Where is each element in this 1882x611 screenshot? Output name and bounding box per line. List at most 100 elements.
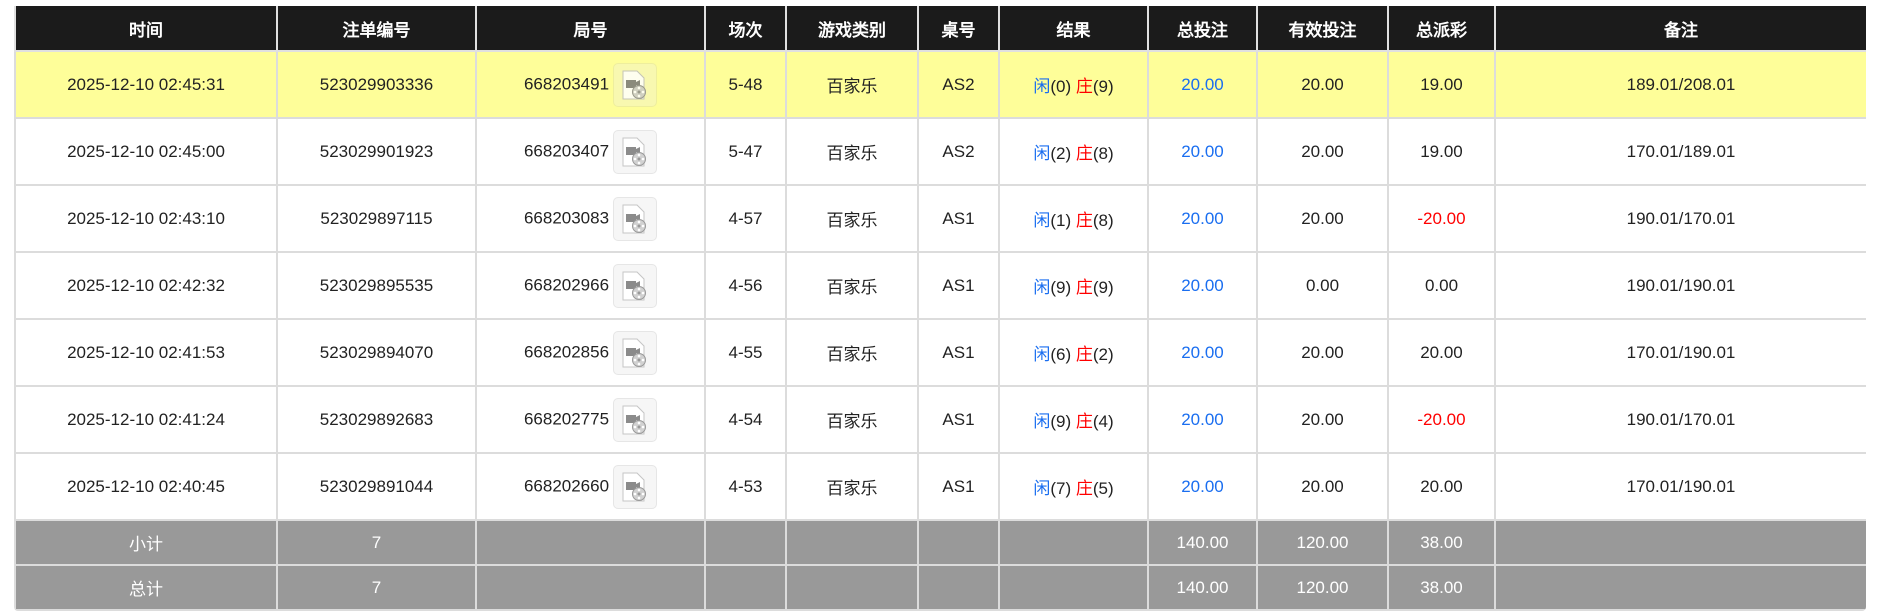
table-row: 2025-12-10 02:45:31 523029903336 6682034… — [14, 50, 1866, 119]
session-cell: 5-48 — [704, 50, 787, 119]
game-type-cell: 百家乐 — [785, 251, 919, 320]
empty-cell — [704, 519, 787, 566]
banker-label: 庄 — [1075, 412, 1093, 431]
game-type-cell: 百家乐 — [785, 318, 919, 387]
table-no-cell: AS1 — [917, 184, 1000, 253]
column-header-valid-bet[interactable]: 有效投注 — [1256, 6, 1389, 52]
note-cell: 190.01/190.01 — [1494, 251, 1866, 320]
column-header-time[interactable]: 时间 — [14, 6, 278, 52]
game-type-cell: 百家乐 — [785, 452, 919, 521]
game-type-cell: 百家乐 — [785, 184, 919, 253]
video-replay-icon[interactable] — [613, 129, 658, 174]
player-score: (9) — [1050, 278, 1072, 297]
summary-label: 总计 — [14, 564, 278, 611]
player-label: 闲 — [1033, 211, 1051, 230]
round-number: 668202856 — [523, 341, 610, 361]
time-cell: 2025-12-10 02:40:45 — [14, 452, 278, 521]
table-row: 2025-12-10 02:42:32 523029895535 6682029… — [14, 251, 1866, 320]
video-replay-icon[interactable] — [613, 62, 658, 107]
payout-cell: 0.00 — [1387, 251, 1496, 320]
empty-cell — [998, 564, 1149, 611]
round-number: 668203083 — [523, 207, 610, 227]
player-label: 闲 — [1033, 144, 1051, 163]
video-replay-icon[interactable] — [613, 397, 658, 442]
player-label: 闲 — [1033, 345, 1051, 364]
total-bet-cell[interactable]: 20.00 — [1147, 50, 1258, 119]
session-cell: 4-54 — [704, 385, 787, 454]
summary-count: 7 — [276, 519, 477, 566]
video-replay-icon[interactable] — [613, 263, 658, 308]
session-cell: 4-55 — [704, 318, 787, 387]
table-no-cell: AS1 — [917, 251, 1000, 320]
round-number: 668202660 — [523, 475, 610, 495]
column-header-table-no[interactable]: 桌号 — [917, 6, 1000, 52]
summary-payout: 38.00 — [1387, 519, 1496, 566]
total-bet-cell[interactable]: 20.00 — [1147, 117, 1258, 186]
video-replay-icon[interactable] — [613, 196, 658, 241]
empty-cell — [917, 519, 1000, 566]
column-header-result[interactable]: 结果 — [998, 6, 1149, 52]
valid-bet-cell: 20.00 — [1256, 385, 1389, 454]
summary-label: 小计 — [14, 519, 278, 566]
total-bet-cell[interactable]: 20.00 — [1147, 251, 1258, 320]
table-row: 2025-12-10 02:43:10 523029897115 6682030… — [14, 184, 1866, 253]
round-cell: 668203083 — [475, 184, 706, 253]
valid-bet-cell: 20.00 — [1256, 452, 1389, 521]
bet-id-cell: 523029892683 — [276, 385, 477, 454]
banker-label: 庄 — [1075, 77, 1093, 96]
player-label: 闲 — [1033, 479, 1051, 498]
session-cell: 4-56 — [704, 251, 787, 320]
round-number: 668202966 — [523, 274, 610, 294]
round-cell: 668203407 — [475, 117, 706, 186]
result-cell: 闲(9) 庄(9) — [998, 251, 1149, 320]
banker-label: 庄 — [1075, 345, 1093, 364]
video-replay-icon[interactable] — [613, 464, 658, 509]
payout-cell: 19.00 — [1387, 117, 1496, 186]
summary-payout: 38.00 — [1387, 564, 1496, 611]
total-bet-cell[interactable]: 20.00 — [1147, 385, 1258, 454]
column-header-game-type[interactable]: 游戏类别 — [785, 6, 919, 52]
time-cell: 2025-12-10 02:41:24 — [14, 385, 278, 454]
empty-cell — [917, 564, 1000, 611]
note-cell: 170.01/189.01 — [1494, 117, 1866, 186]
summary-valid-bet: 120.00 — [1256, 519, 1389, 566]
empty-cell — [1494, 564, 1866, 611]
player-label: 闲 — [1033, 412, 1051, 431]
video-replay-icon[interactable] — [613, 330, 658, 375]
session-cell: 5-47 — [704, 117, 787, 186]
total-bet-cell[interactable]: 20.00 — [1147, 184, 1258, 253]
valid-bet-cell: 20.00 — [1256, 117, 1389, 186]
column-header-total-bet[interactable]: 总投注 — [1147, 6, 1258, 52]
column-header-note[interactable]: 备注 — [1494, 6, 1866, 52]
summary-total-bet: 140.00 — [1147, 564, 1258, 611]
player-score: (9) — [1050, 412, 1072, 431]
column-header-round[interactable]: 局号 — [475, 6, 706, 52]
banker-score: (2) — [1092, 345, 1114, 364]
column-header-bet-id[interactable]: 注单编号 — [276, 6, 477, 52]
result-cell: 闲(7) 庄(5) — [998, 452, 1149, 521]
round-cell: 668202856 — [475, 318, 706, 387]
round-cell: 668202775 — [475, 385, 706, 454]
empty-cell — [475, 564, 706, 611]
player-score: (0) — [1050, 77, 1072, 96]
total-bet-cell[interactable]: 20.00 — [1147, 318, 1258, 387]
round-cell: 668202966 — [475, 251, 706, 320]
bet-id-cell: 523029897115 — [276, 184, 477, 253]
time-cell: 2025-12-10 02:43:10 — [14, 184, 278, 253]
total-bet-cell[interactable]: 20.00 — [1147, 452, 1258, 521]
table-no-cell: AS2 — [917, 50, 1000, 119]
result-cell: 闲(9) 庄(4) — [998, 385, 1149, 454]
payout-cell: -20.00 — [1387, 184, 1496, 253]
time-cell: 2025-12-10 02:42:32 — [14, 251, 278, 320]
table-no-cell: AS1 — [917, 385, 1000, 454]
payout-cell: 20.00 — [1387, 452, 1496, 521]
empty-cell — [785, 564, 919, 611]
column-header-total-payout[interactable]: 总派彩 — [1387, 6, 1496, 52]
game-type-cell: 百家乐 — [785, 117, 919, 186]
banker-label: 庄 — [1075, 144, 1093, 163]
banker-score: (8) — [1092, 144, 1114, 163]
round-number: 668203491 — [523, 73, 610, 93]
column-header-session[interactable]: 场次 — [704, 6, 787, 52]
bet-records-table: 时间 注单编号 局号 场次 游戏类别 桌号 结果 总投注 有效投注 总派彩 备注 2025-12-1… — [14, 6, 1866, 611]
note-cell: 170.01/190.01 — [1494, 318, 1866, 387]
